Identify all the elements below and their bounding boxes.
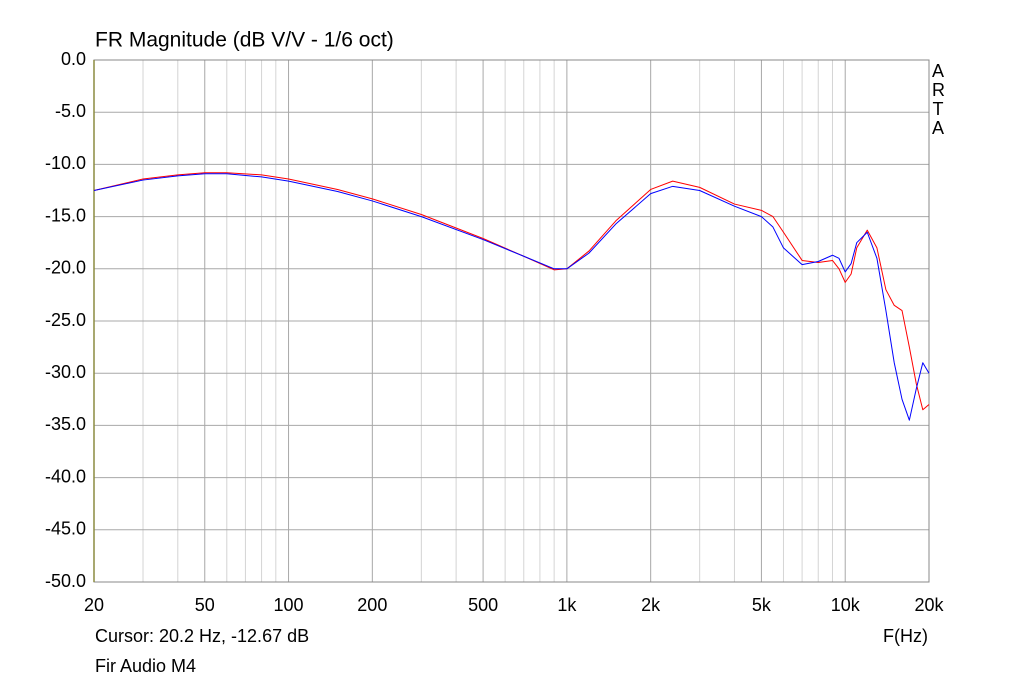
y-tick-label: -20.0 [45, 258, 86, 278]
x-tick-label: 50 [195, 595, 215, 615]
x-tick-label: 500 [468, 595, 498, 615]
series-line [93, 172, 930, 411]
x-tick-label: 10k [831, 595, 861, 615]
x-tick-label: 20 [84, 595, 104, 615]
y-tick-label: -5.0 [55, 101, 86, 121]
y-tick-label: -30.0 [45, 362, 86, 382]
chart-title: FR Magnitude (dB V/V - 1/6 oct) [95, 29, 394, 52]
x-tick-label: 200 [357, 595, 387, 615]
y-tick-label: -40.0 [45, 466, 86, 486]
y-tick-label: -50.0 [45, 571, 86, 591]
x-tick-label: 1k [557, 595, 577, 615]
y-tick-label: -15.0 [45, 205, 86, 225]
series-line [93, 173, 930, 421]
x-axis-label: F(Hz) [883, 626, 928, 646]
x-tick-label: 2k [641, 595, 661, 615]
caption: Fir Audio M4 [95, 656, 196, 676]
y-tick-label: 0.0 [61, 49, 86, 69]
x-tick-label: 100 [274, 595, 304, 615]
y-tick-label: -10.0 [45, 153, 86, 173]
x-tick-label: 20k [914, 595, 944, 615]
x-tick-label: 5k [752, 595, 772, 615]
watermark: ARTA [932, 61, 945, 138]
y-tick-label: -25.0 [45, 310, 86, 330]
y-tick-label: -35.0 [45, 414, 86, 434]
y-tick-label: -45.0 [45, 519, 86, 539]
cursor-readout: Cursor: 20.2 Hz, -12.67 dB [95, 626, 309, 646]
